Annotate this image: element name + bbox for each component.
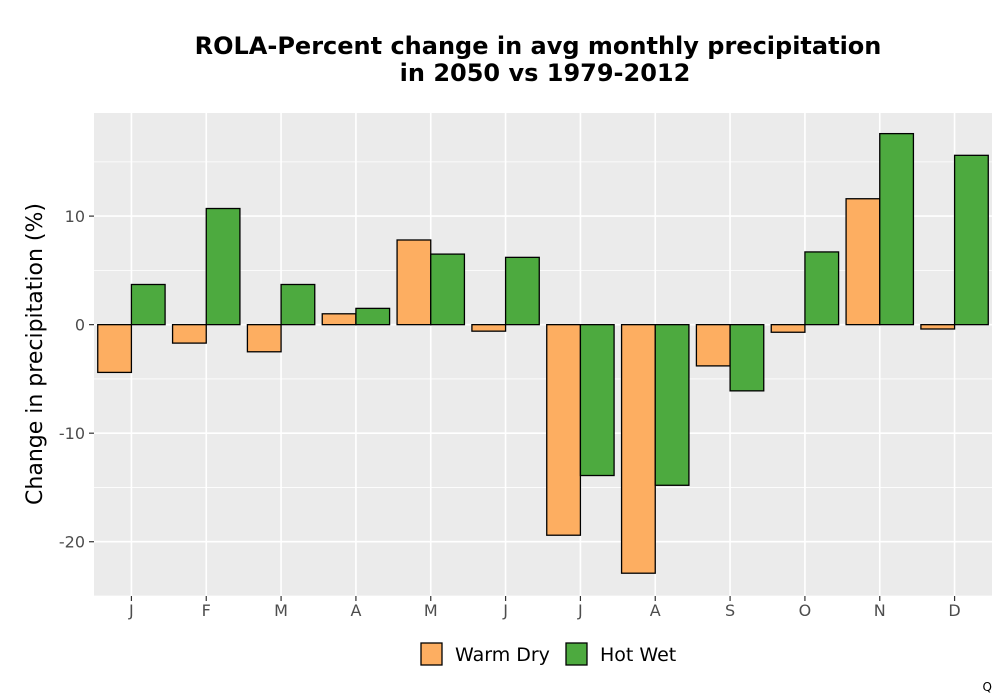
y-tick-label: 0 — [75, 316, 85, 335]
bar-warm-dry-8 — [695, 324, 731, 367]
bar-hot-wet-7 — [654, 324, 690, 486]
bar-warm-dry-6 — [546, 324, 582, 536]
bar-warm-dry-1 — [171, 324, 207, 344]
x-tick-label: M — [274, 601, 288, 620]
legend-label-warm-dry: Warm Dry — [455, 644, 550, 666]
bar-hot-wet-1 — [205, 207, 241, 326]
legend-key-hot-wet — [565, 642, 588, 666]
plot-panel — [94, 113, 992, 596]
bar-hot-wet-5 — [504, 256, 540, 326]
bar-hot-wet-8 — [729, 324, 765, 392]
legend: Warm Dry Hot Wet — [420, 642, 676, 666]
legend-label-hot-wet: Hot Wet — [600, 644, 676, 666]
x-tick-label: J — [128, 601, 134, 620]
y-axis-ticks: -20 -10 0 10 — [59, 207, 94, 552]
bar-warm-dry-7 — [620, 324, 656, 574]
bars — [97, 132, 989, 574]
bar-warm-dry-4 — [396, 239, 432, 326]
x-tick-label: J — [577, 601, 583, 620]
bar-hot-wet-11 — [953, 154, 989, 326]
bar-hot-wet-3 — [355, 307, 391, 326]
bar-hot-wet-9 — [804, 251, 840, 326]
x-tick-label: N — [874, 601, 886, 620]
bar-warm-dry-2 — [246, 324, 282, 353]
x-tick-label: A — [350, 601, 361, 620]
x-tick-label: A — [650, 601, 661, 620]
chart-title-line-1: ROLA-Percent change in avg monthly preci… — [195, 32, 882, 60]
bar-hot-wet-2 — [280, 283, 316, 326]
x-tick-label: D — [948, 601, 960, 620]
bar-hot-wet-10 — [879, 132, 915, 326]
x-tick-label: J — [502, 601, 508, 620]
y-tick-label: -20 — [59, 533, 85, 552]
corner-mark: Q — [982, 680, 992, 694]
bar-warm-dry-0 — [97, 324, 133, 374]
bar-warm-dry-5 — [471, 324, 507, 332]
y-tick-label: 10 — [65, 207, 85, 226]
x-tick-label: M — [424, 601, 438, 620]
x-tick-label: O — [799, 601, 812, 620]
legend-key-warm-dry — [420, 642, 443, 666]
y-axis-title: Change in precipitation (%) — [23, 203, 48, 505]
bar-warm-dry-10 — [845, 198, 881, 326]
bar-hot-wet-6 — [579, 324, 615, 477]
bar-warm-dry-11 — [920, 324, 956, 330]
x-tick-label: F — [202, 601, 211, 620]
bar-hot-wet-0 — [130, 283, 166, 326]
chart-title-line-2: in 2050 vs 1979-2012 — [400, 59, 691, 87]
bar-hot-wet-4 — [430, 253, 466, 326]
bar-warm-dry-3 — [321, 313, 357, 326]
bar-warm-dry-9 — [770, 324, 806, 333]
x-tick-label: S — [725, 601, 735, 620]
y-tick-label: -10 — [59, 424, 85, 443]
